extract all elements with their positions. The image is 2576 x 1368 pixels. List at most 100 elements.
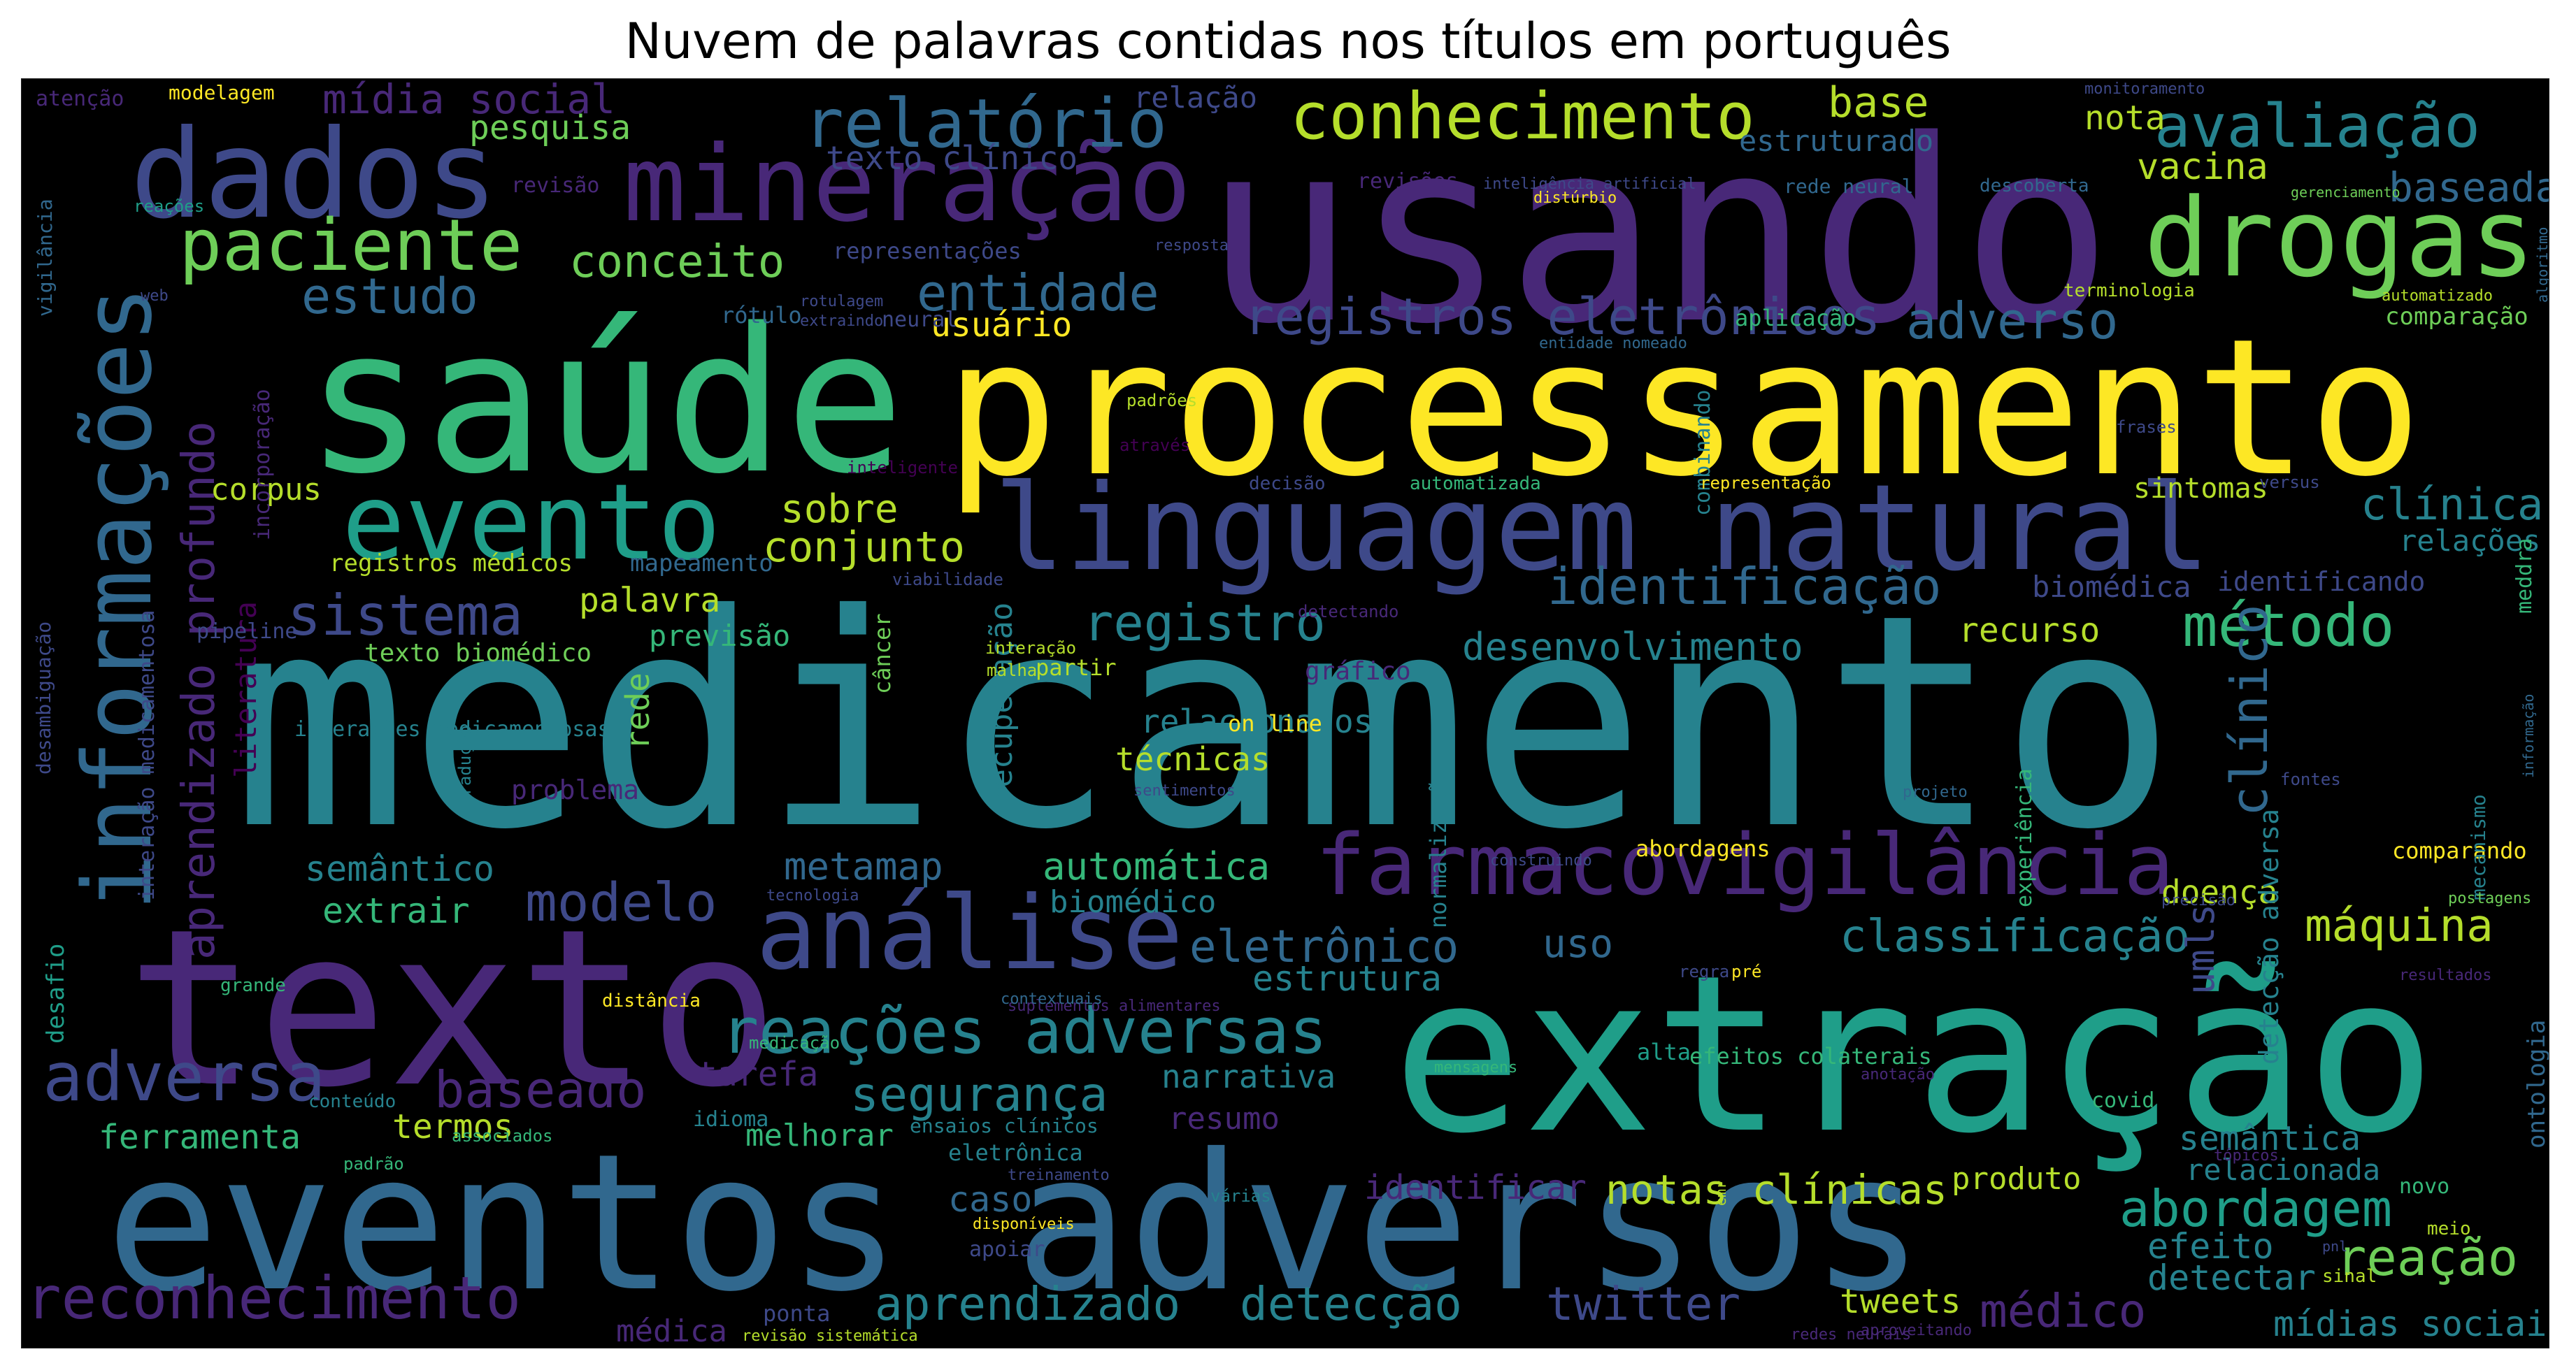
word: várias [1210,1186,1271,1206]
word: extrair [322,891,470,931]
word: ponta [763,1300,831,1327]
word: interações medicamentosas [294,717,610,742]
word: palavra [579,581,721,620]
word: estrutura [1252,958,1442,999]
word: padrão [343,1154,404,1174]
word: inteligente [847,458,958,477]
word: técnicas [1115,740,1271,778]
word: sentimentos [1133,782,1236,800]
word: entidade nomeado [1539,335,1687,352]
word: usando [1203,86,2113,379]
word: grande [220,975,286,996]
word: análise [756,874,1184,993]
word: novo [2399,1174,2450,1199]
word: extração [1392,929,2437,1181]
word: método [2182,591,2395,660]
word: baseada [2389,164,2549,211]
word: emr [1712,1180,1729,1206]
word: idioma [693,1107,769,1132]
word: notas clínicas [1605,1166,1947,1214]
word: semântico [305,849,494,889]
word: decisão [1249,473,1326,494]
word: detecção adversa [2254,808,2284,1065]
word: gráfico [1305,657,1411,686]
word: base [1828,78,1929,127]
word: regra [1679,962,1730,981]
figure-title: Nuvem de palavras contidas nos títulos e… [624,13,1952,70]
word: biomédico [1050,884,1217,920]
word: gerenciamento [2291,184,2400,201]
word: doença [2161,873,2278,911]
word: mensagens [1434,1059,1518,1077]
word: dados [130,104,499,246]
word: associados [452,1126,553,1146]
word: detectando [1298,602,1399,621]
word: revisões [1357,169,1459,194]
word: terminologia [2063,280,2195,301]
word: comparação [2385,303,2528,331]
word: biomédica [2032,570,2191,604]
word: combinando [1691,389,1715,516]
word: conteúdo [308,1091,396,1112]
word: mineração [623,124,1192,245]
word: resumo [1168,1101,1280,1137]
word: uso [1543,921,1614,967]
word: saúde [305,286,905,518]
word: aplicação [1735,305,1856,331]
word: web [141,287,169,305]
word: segurança [850,1067,1108,1123]
word: melhorar [745,1118,894,1153]
word: alta [1637,1039,1691,1065]
word: semântica [2179,1119,2361,1158]
word: rotulagem [800,293,884,310]
word: texto biomédico [364,639,592,668]
word: pré [1731,962,1762,981]
word: abordagens [1636,835,1770,862]
word: efeito [2147,1226,2274,1267]
word: paciente [179,204,523,287]
word: estruturado [1739,124,1934,158]
word: relacionados [1140,703,1373,740]
word: conceito [569,236,785,288]
word: umls [2179,903,2223,995]
word: tarefa [697,1055,819,1094]
word: entidade [917,264,1159,322]
word: evento [342,462,721,584]
word: caso [948,1179,1033,1220]
word: automática [1043,844,1271,888]
word: identificando [2217,566,2426,597]
word: reações adversas [721,995,1327,1068]
word: resposta [1154,237,1229,254]
word: distúrbio [1533,189,1617,207]
word: reação [2336,1228,2519,1287]
word: desenvolvimento [1462,625,1803,669]
word: treinamento [1008,1167,1110,1184]
word: nota [2084,99,2166,138]
word: sinal [2322,1266,2377,1287]
word: tweets [1840,1282,1961,1321]
word: resultados [2399,967,2492,984]
word: modelo [525,871,717,933]
word: termos [392,1107,514,1146]
word: problema [511,775,640,805]
word: recurso [1959,611,2101,650]
word: viabilidade [892,570,1003,589]
word: abordagem [2119,1179,2393,1238]
word: on line [1228,710,1322,737]
word: meio [2427,1218,2471,1239]
word: aproveitando [1861,1322,1972,1339]
word-cloud: medicamento processamento usando saúde e… [21,78,2549,1348]
word: mídia social [322,78,616,123]
word: malha [987,661,1038,680]
word: frases [2116,417,2177,437]
word: médica [616,1313,727,1348]
word: representações [833,238,1022,264]
word: adverso [1906,291,2119,350]
word: linguagem natural [994,459,2210,598]
word: relações [2399,524,2541,558]
word: construindo [1490,852,1592,870]
word: tópicos [2214,1147,2279,1165]
word: meddra [2512,538,2537,614]
word: padrões [1126,391,1198,410]
word: rede [619,672,657,750]
